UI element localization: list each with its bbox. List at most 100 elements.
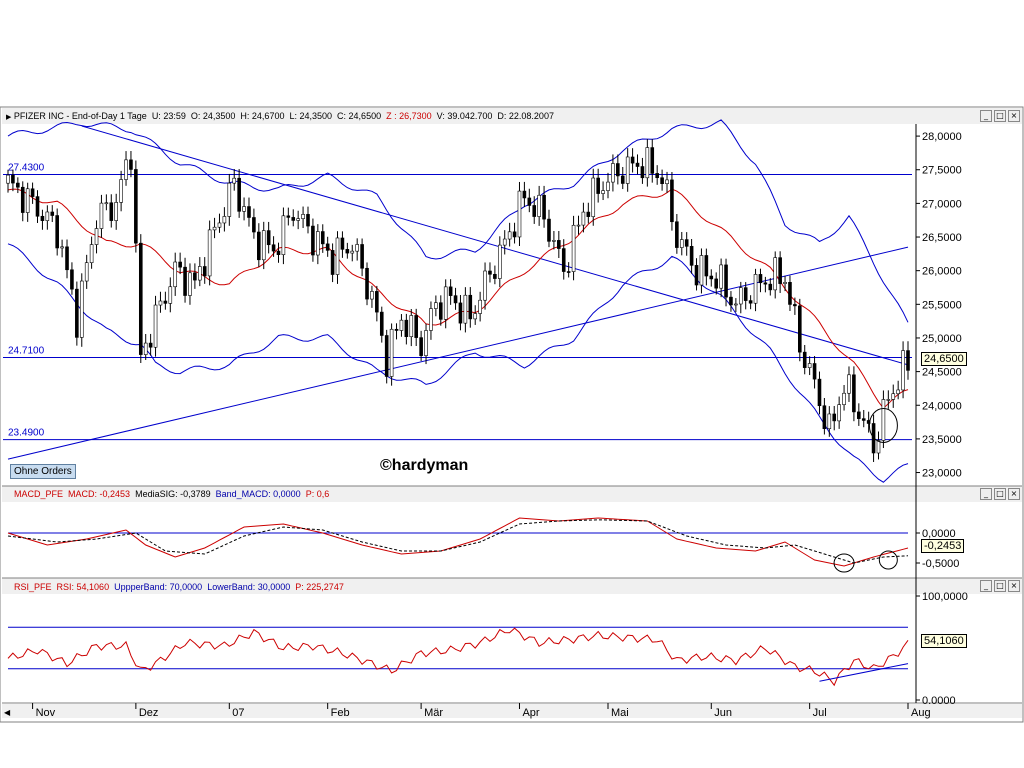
candle-body	[257, 231, 261, 261]
candle-body	[99, 202, 104, 229]
main-frame	[0, 106, 1024, 723]
candle-body	[252, 217, 256, 233]
candle-body	[586, 211, 591, 217]
candle-body	[675, 221, 679, 248]
candle-body	[557, 240, 561, 249]
candle-body	[488, 270, 492, 275]
close-value: C: 24,6500	[337, 111, 382, 121]
open-value: O: 24,3500	[190, 111, 236, 121]
candle-body	[261, 230, 266, 261]
rsi-trend-line	[819, 663, 909, 682]
candle-body	[773, 257, 778, 291]
candle-body	[857, 411, 861, 419]
candle-body	[660, 177, 664, 185]
macd-value: MACD: -0,2453	[68, 489, 131, 499]
candle-body	[404, 319, 409, 338]
candle-body	[124, 159, 128, 180]
signal-value: MediaSIG: -0,3789	[135, 489, 211, 499]
candle-body	[222, 216, 227, 224]
candle-body	[876, 440, 881, 454]
candle-body	[276, 250, 281, 255]
candle-body	[822, 405, 827, 430]
maximize-button[interactable]: □	[994, 110, 1006, 122]
rsi-close-button[interactable]: ×	[1008, 580, 1020, 592]
last-price-box: 24,6500	[921, 352, 967, 366]
candle-body	[640, 166, 645, 179]
candle-body	[232, 177, 237, 184]
candle-body	[552, 240, 556, 242]
candle-body	[330, 250, 335, 275]
candle-body	[748, 300, 753, 304]
close-button[interactable]: ×	[1008, 110, 1020, 122]
candle-body	[453, 295, 458, 304]
candle-body	[788, 282, 792, 305]
annotation-ellipse	[868, 407, 898, 443]
candle-body	[645, 147, 650, 179]
y-tick-label: 27,5000	[922, 165, 962, 177]
x-tick-label: Nov	[36, 707, 56, 719]
candle-body	[291, 217, 296, 221]
upper-band-value: UppperBand: 70,0000	[114, 582, 203, 592]
macd-header-bg	[2, 486, 1022, 502]
candle-body	[424, 330, 428, 356]
candle-body	[193, 272, 197, 281]
candle-body	[148, 342, 153, 348]
macd-y-tick-label: -0,5000	[922, 558, 959, 570]
y-tick-label: 23,0000	[922, 468, 962, 480]
candle-body	[286, 215, 291, 218]
candle-body	[699, 255, 704, 286]
candle-body	[6, 174, 10, 184]
rsi-minimize-button[interactable]: _	[980, 580, 992, 592]
candle-body	[138, 242, 143, 355]
candle-body	[842, 392, 846, 405]
x-tick-label: Mai	[611, 707, 629, 719]
play-icon[interactable]: ▶	[6, 114, 12, 121]
candle-body	[109, 202, 114, 221]
candle-body	[389, 328, 394, 377]
candle-body	[601, 190, 605, 194]
x-tick-label: Aug	[911, 707, 931, 719]
candle-body	[606, 181, 610, 191]
MediaSIG-line	[7, 519, 909, 564]
candle-body	[847, 374, 851, 394]
minimize-button[interactable]: _	[980, 110, 992, 122]
candle-body	[75, 288, 79, 338]
candle-body	[655, 173, 659, 179]
lower-band-value: LowerBand: 30,0000	[207, 582, 291, 592]
candle-body	[84, 262, 89, 282]
x-tick-label: Mär	[424, 707, 443, 719]
candle-body	[16, 182, 20, 188]
candle-body	[70, 269, 74, 290]
candle-body	[473, 313, 478, 320]
macd-maximize-button[interactable]: □	[994, 488, 1006, 500]
candle-body	[591, 177, 596, 217]
candle-body	[79, 280, 84, 338]
y-tick-label: 26,5000	[922, 232, 962, 244]
band-value: Band_MACD: 0,0000	[215, 489, 301, 499]
macd-p-value: P: 0,6	[305, 489, 330, 499]
candle-body	[527, 197, 532, 206]
time-axis-bg	[2, 704, 1022, 718]
candle-body	[281, 215, 286, 255]
candle-body	[320, 231, 325, 245]
last-macd-box: -0,2453	[921, 539, 965, 553]
candle-body	[40, 215, 45, 221]
macd-close-button[interactable]: ×	[1008, 488, 1020, 500]
candle-body	[532, 205, 537, 217]
candle-body	[881, 399, 886, 441]
ohne-orders-button[interactable]: Ohne Orders	[10, 464, 76, 479]
rsi-maximize-button[interactable]: □	[994, 580, 1006, 592]
candle-body	[778, 257, 782, 284]
candle-body	[665, 179, 669, 185]
candle-body	[817, 378, 822, 407]
candle-body	[119, 179, 123, 203]
candle-body	[620, 175, 625, 184]
volume-value: V: 39.042.700	[436, 111, 493, 121]
scroll-left-icon: ◀	[4, 708, 11, 717]
candle-body	[55, 215, 59, 249]
candle-body	[906, 350, 910, 371]
macd-minimize-button[interactable]: _	[980, 488, 992, 500]
candle-body	[212, 226, 217, 231]
candle-body	[379, 311, 384, 336]
candle-body	[399, 319, 404, 331]
